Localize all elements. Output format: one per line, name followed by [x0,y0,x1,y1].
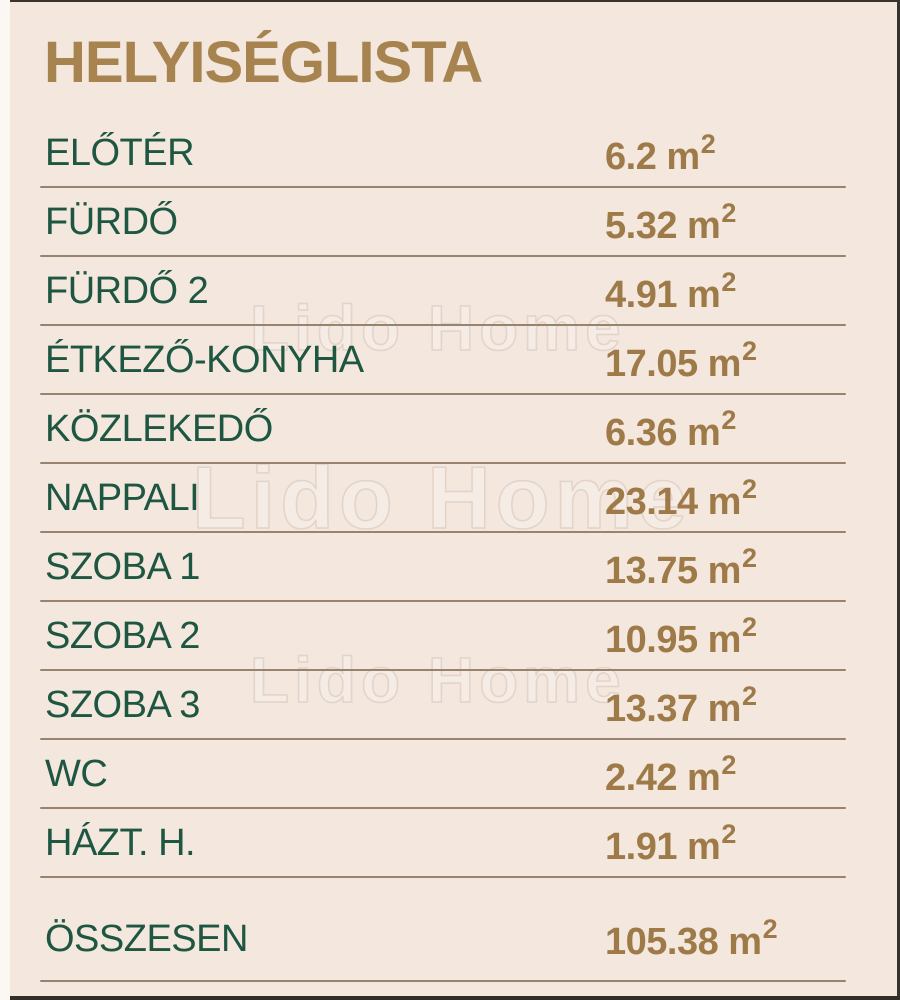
area-unit: m [718,921,762,963]
room-area-value: 13.75 m2 [605,542,757,593]
area-number: 13.37 [605,687,698,730]
area-unit: m [676,825,721,868]
area-number: 2.42 [605,756,677,799]
table-row: SZOBA 3 13.37 m2 [40,671,846,740]
room-name-label: SZOBA 3 [45,684,200,726]
area-unit: m [676,411,721,454]
table-row: NAPPALI 23.14 m2 [40,464,846,533]
room-area-value: 5.32 m2 [605,198,736,248]
room-area-value: 105.38 m2 [605,914,778,964]
area-unit-exponent: 2 [721,266,736,297]
room-name-label: ÉTKEZŐ-KONYHA [45,339,364,381]
area-number: 23.14 [605,480,698,523]
area-number: 6.2 [605,135,657,178]
table-row: ELŐTÉR 6.2 m2 [40,119,846,188]
room-area-value: 1.91 m2 [605,819,736,869]
room-area-value: 6.36 m2 [605,405,736,455]
area-unit-exponent: 2 [741,542,757,573]
table-row: FÜRDŐ 2 4.91 m2 [40,257,846,326]
room-name-label: FÜRDŐ 2 [45,270,209,312]
area-unit-exponent: 2 [741,680,757,711]
area-unit: m [656,135,700,178]
room-name-label: NAPPALI [45,477,200,519]
area-unit-exponent: 2 [741,473,757,504]
table-row: SZOBA 2 10.95 m2 [40,602,846,671]
area-number: 1.91 [605,825,677,868]
area-number: 17.05 [605,342,698,385]
scan-edge-top [10,0,900,2]
room-name-label: KÖZLEKEDŐ [45,408,273,450]
area-unit: m [676,756,721,799]
page-title: HELYISÉGLISTA [44,30,483,95]
area-number: 5.32 [605,204,677,247]
area-number: 105.38 [605,921,719,963]
area-unit-exponent: 2 [721,749,736,780]
table-row: WC 2.42 m2 [40,740,846,809]
room-area-value: 13.37 m2 [605,680,757,731]
room-name-label: ÖSSZESEN [45,917,248,960]
area-unit: m [676,273,721,316]
room-list-table: ELŐTÉR 6.2 m2 FÜRDŐ 5.32 m2 FÜRDŐ 2 4.91… [40,119,846,982]
area-unit: m [697,687,742,730]
room-name-label: SZOBA 1 [45,546,200,588]
room-area-value: 10.95 m2 [605,611,757,662]
table-row: SZOBA 1 13.75 m2 [40,533,846,602]
area-unit-exponent: 2 [741,335,757,366]
room-area-value: 4.91 m2 [605,267,736,317]
area-unit-exponent: 2 [721,818,736,849]
area-number: 10.95 [605,618,698,661]
room-name-label: SZOBA 2 [45,615,200,657]
room-area-value: 23.14 m2 [605,473,757,524]
area-unit-exponent: 2 [721,404,736,435]
total-row: ÖSSZESEN 105.38 m2 [40,878,846,982]
area-number: 6.36 [605,411,677,454]
room-name-label: FÜRDŐ [45,201,178,243]
area-unit-exponent: 2 [762,914,778,944]
room-area-value: 6.2 m2 [605,128,716,179]
table-row: ÉTKEZŐ-KONYHA 17.05 m2 [40,326,846,395]
area-unit: m [697,549,742,592]
room-name-label: WC [45,753,108,795]
area-unit: m [697,480,742,523]
room-name-label: HÁZT. H. [45,822,196,864]
scan-edge-left [0,0,10,1000]
table-row: FÜRDŐ 5.32 m2 [40,188,846,257]
room-name-label: ELŐTÉR [45,132,195,174]
area-number: 13.75 [605,549,698,592]
area-unit-exponent: 2 [741,611,757,642]
area-unit: m [697,342,742,385]
table-row: KÖZLEKEDŐ 6.36 m2 [40,395,846,464]
area-unit-exponent: 2 [700,128,716,159]
scan-edge-right [897,0,900,1000]
area-unit: m [697,618,742,661]
area-unit: m [676,204,721,247]
area-unit-exponent: 2 [721,197,736,228]
room-area-value: 2.42 m2 [605,750,736,800]
area-number: 4.91 [605,273,677,316]
table-row: HÁZT. H. 1.91 m2 [40,809,846,878]
scan-edge-bottom [10,996,900,1000]
room-area-value: 17.05 m2 [605,335,757,386]
